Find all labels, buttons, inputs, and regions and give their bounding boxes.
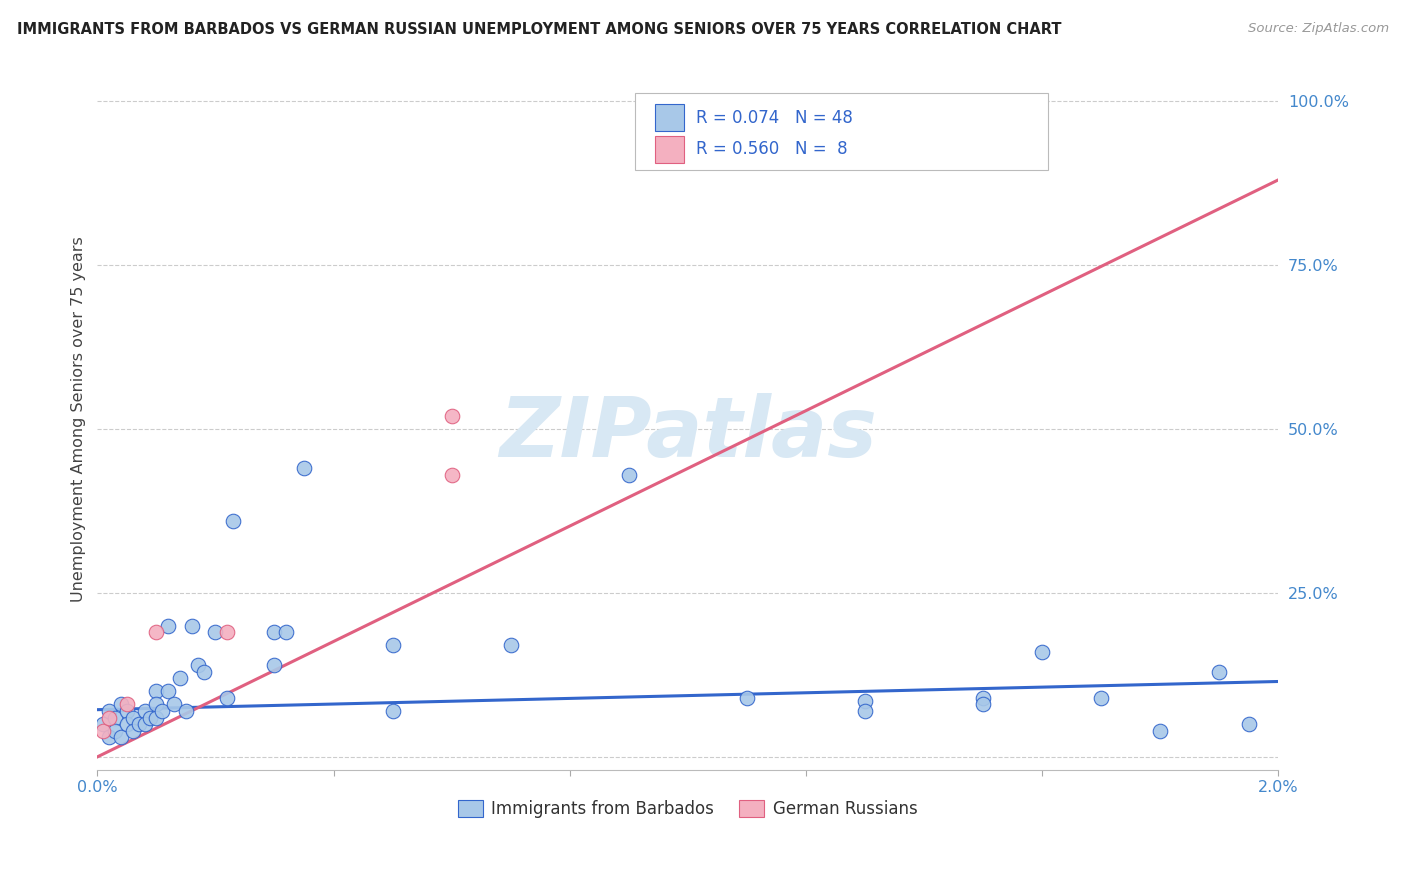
Point [263, 625, 285, 640]
Point [121, 710, 143, 724]
Point [1090, 690, 1112, 705]
FancyBboxPatch shape [634, 93, 1047, 170]
Point [617, 467, 640, 482]
Point [276, 625, 298, 640]
Point [104, 710, 127, 724]
Point [222, 514, 245, 528]
Point [98, 730, 121, 744]
Point [853, 694, 876, 708]
Point [217, 625, 239, 640]
Point [972, 690, 994, 705]
Y-axis label: Unemployment Among Seniors over 75 years: Unemployment Among Seniors over 75 years [72, 236, 86, 602]
Text: IMMIGRANTS FROM BARBADOS VS GERMAN RUSSIAN UNEMPLOYMENT AMONG SENIORS OVER 75 YE: IMMIGRANTS FROM BARBADOS VS GERMAN RUSSI… [17, 22, 1062, 37]
Point [972, 698, 994, 712]
Point [263, 658, 285, 673]
Point [440, 467, 463, 482]
Point [381, 704, 404, 718]
Point [440, 409, 463, 423]
Point [499, 639, 522, 653]
Point [174, 704, 197, 718]
Point [1237, 717, 1260, 731]
Point [157, 684, 180, 698]
Point [853, 95, 876, 109]
Point [115, 698, 138, 712]
Point [180, 619, 202, 633]
Point [134, 717, 156, 731]
Point [110, 698, 132, 712]
Point [98, 704, 121, 718]
Point [169, 671, 191, 685]
Point [193, 665, 215, 679]
Point [91, 723, 114, 738]
Legend: Immigrants from Barbados, German Russians: Immigrants from Barbados, German Russian… [451, 793, 924, 825]
Bar [655, 104, 685, 131]
Point [139, 710, 162, 724]
Point [1149, 723, 1171, 738]
Point [163, 698, 186, 712]
Point [145, 710, 167, 724]
Point [1031, 645, 1053, 659]
Point [134, 704, 156, 718]
Point [128, 717, 150, 731]
Point [145, 625, 167, 640]
Point [187, 658, 209, 673]
Point [98, 710, 121, 724]
Point [115, 717, 138, 731]
Text: R = 0.560   N =  8: R = 0.560 N = 8 [696, 140, 848, 158]
Point [150, 704, 173, 718]
Bar [655, 136, 685, 162]
Point [157, 619, 180, 633]
Point [381, 639, 404, 653]
Point [91, 717, 114, 731]
Point [110, 730, 132, 744]
Point [104, 723, 127, 738]
Text: R = 0.074   N = 48: R = 0.074 N = 48 [696, 109, 853, 127]
Point [1208, 665, 1230, 679]
Point [853, 704, 876, 718]
Point [145, 698, 167, 712]
Point [121, 723, 143, 738]
Point [204, 625, 226, 640]
Point [217, 690, 239, 705]
Point [115, 704, 138, 718]
Point [735, 690, 758, 705]
Text: Source: ZipAtlas.com: Source: ZipAtlas.com [1249, 22, 1389, 36]
Point [145, 684, 167, 698]
Point [292, 461, 315, 475]
Text: ZIPatlas: ZIPatlas [499, 392, 877, 474]
